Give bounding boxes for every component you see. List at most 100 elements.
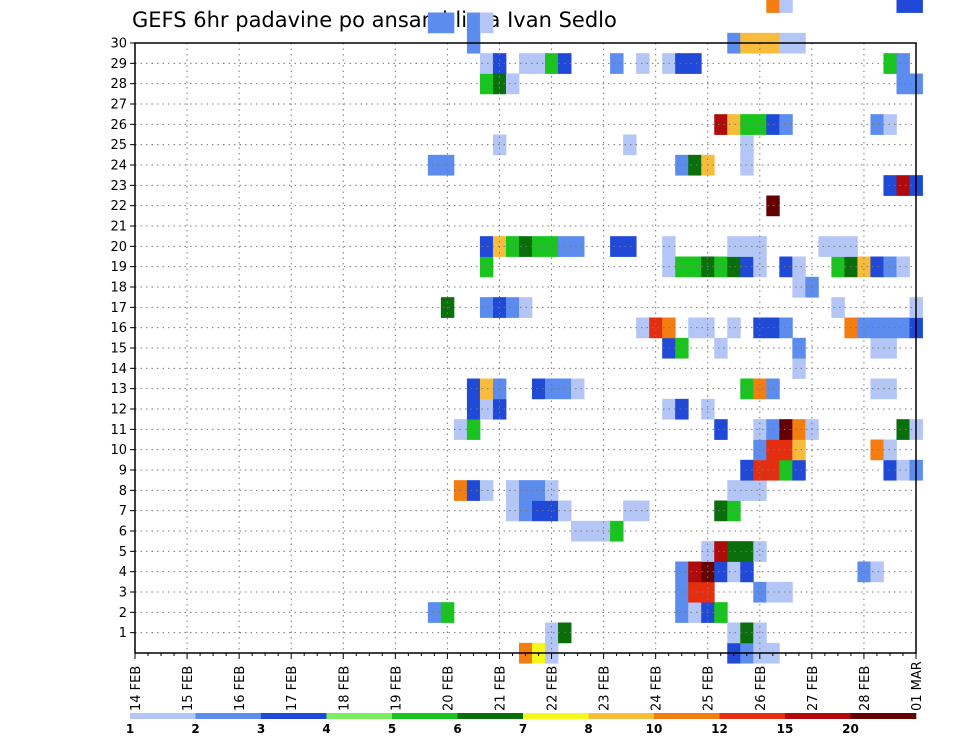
- heatmap-cell: [479, 53, 494, 74]
- heatmap-cell: [675, 581, 689, 603]
- heatmap-cell: [792, 439, 806, 461]
- heatmap-cell: [714, 602, 728, 623]
- heatmap-cell: [688, 561, 702, 583]
- heatmap-cell: [505, 236, 520, 257]
- heatmap-cell: [870, 317, 884, 339]
- heatmap-cell: [792, 276, 806, 298]
- y-tick-label: 20: [110, 240, 127, 255]
- heatmap-cell: [870, 439, 884, 461]
- heatmap-cell: [753, 114, 767, 135]
- legend-label: 2: [191, 722, 199, 736]
- heatmap-cell: [818, 236, 832, 257]
- legend-label: 7: [519, 722, 527, 736]
- legend-label: 6: [453, 722, 461, 736]
- x-tick-label: 14 FEB: [129, 666, 144, 711]
- y-tick-label: 24: [110, 159, 127, 174]
- heatmap-cell: [427, 12, 442, 34]
- heatmap-cell: [479, 480, 494, 501]
- grid-lines: [135, 42, 916, 653]
- heatmap-cell: [532, 53, 546, 74]
- y-tick-label: 6: [119, 525, 127, 540]
- heatmap-cell: [831, 297, 845, 318]
- heatmap-cell: [714, 561, 728, 583]
- legend-label: 10: [646, 722, 663, 736]
- legend-swatch: [588, 713, 655, 719]
- heatmap-cell: [779, 256, 793, 278]
- heatmap-cell: [584, 520, 598, 542]
- heatmap-cell: [870, 337, 884, 359]
- heatmap-cell: [779, 0, 793, 13]
- y-tick-label: 12: [110, 403, 127, 418]
- heatmap-cell: [479, 256, 494, 278]
- heatmap-cell: [753, 419, 767, 440]
- heatmap-cell: [675, 561, 689, 583]
- heatmap-cell: [883, 256, 897, 278]
- legend-label: 15: [777, 722, 794, 736]
- y-tick-label: 17: [110, 301, 127, 316]
- heatmap-cell: [427, 602, 442, 623]
- y-tick-label: 9: [119, 464, 127, 479]
- y-tick-label: 1: [119, 626, 127, 641]
- legend-label: 4: [322, 722, 330, 736]
- heatmap-cell: [896, 419, 910, 440]
- heatmap-cell: [753, 581, 767, 603]
- heatmap-cell: [883, 439, 897, 461]
- heatmap-cell: [675, 53, 689, 74]
- y-tick-label: 29: [110, 57, 127, 72]
- legend-label: 12: [711, 722, 728, 736]
- y-tick-label: 23: [110, 179, 127, 194]
- y-tick-label: 4: [119, 565, 127, 580]
- heatmap-cell: [896, 0, 910, 13]
- heatmap-cell: [896, 317, 910, 339]
- chart-title: GEFS 6hr padavine po ansamblima Ivan Sed…: [132, 8, 617, 32]
- x-tick-label: 01 MAR: [910, 661, 925, 711]
- heatmap-cell: [479, 12, 494, 34]
- heatmap-cell: [753, 256, 767, 278]
- heatmap-cell: [792, 337, 806, 359]
- heatmap-cell: [545, 53, 559, 74]
- heatmap-cell: [505, 297, 520, 318]
- legend-label: 5: [388, 722, 396, 736]
- x-tick-label: 28 FEB: [858, 666, 873, 711]
- y-tick-label: 3: [119, 586, 127, 601]
- legend-swatch: [392, 713, 458, 719]
- y-tick-label: 16: [110, 321, 127, 336]
- heatmap-cell: [492, 378, 507, 400]
- x-tick-label: 17 FEB: [285, 666, 300, 711]
- heatmap-cell: [883, 459, 897, 481]
- heatmap-cell: [532, 480, 546, 501]
- legend-swatch: [719, 713, 786, 719]
- heatmap-cell: [909, 0, 923, 13]
- heatmap-cell: [883, 337, 897, 359]
- legend-swatch: [326, 713, 393, 719]
- heatmap-cell: [479, 378, 494, 400]
- heatmap-cell: [727, 317, 741, 339]
- heatmap-cell: [870, 561, 884, 583]
- heatmap-cell: [714, 419, 728, 440]
- y-tick-label: 25: [110, 138, 127, 153]
- heatmap-cell: [610, 520, 624, 542]
- legend-label: 8: [584, 722, 592, 736]
- heatmap-cell: [753, 480, 767, 501]
- heatmap-cell: [883, 378, 897, 400]
- heatmap-cell: [492, 398, 507, 420]
- heatmap-cell: [688, 154, 702, 176]
- heatmap-cell: [675, 256, 689, 278]
- y-tick-label: 2: [119, 606, 127, 621]
- heatmap-cell: [727, 541, 741, 562]
- y-tick-label: 13: [110, 382, 127, 397]
- heatmap-cell: [649, 317, 663, 339]
- x-tick-label: 15 FEB: [181, 666, 196, 711]
- heatmap-cell: [636, 500, 650, 522]
- heatmap-cell: [636, 317, 650, 339]
- heatmap-cell: [714, 256, 728, 278]
- x-tick-label: 16 FEB: [233, 666, 248, 711]
- heatmap-cell: [714, 500, 728, 522]
- legend-swatch: [261, 713, 327, 719]
- heatmap-cell: [505, 480, 520, 501]
- heatmap-cell: [857, 256, 871, 278]
- heatmap-cell: [766, 0, 780, 13]
- heatmap-cell: [466, 12, 481, 34]
- heatmap-cell: [714, 541, 728, 562]
- heatmap-cell: [545, 480, 559, 501]
